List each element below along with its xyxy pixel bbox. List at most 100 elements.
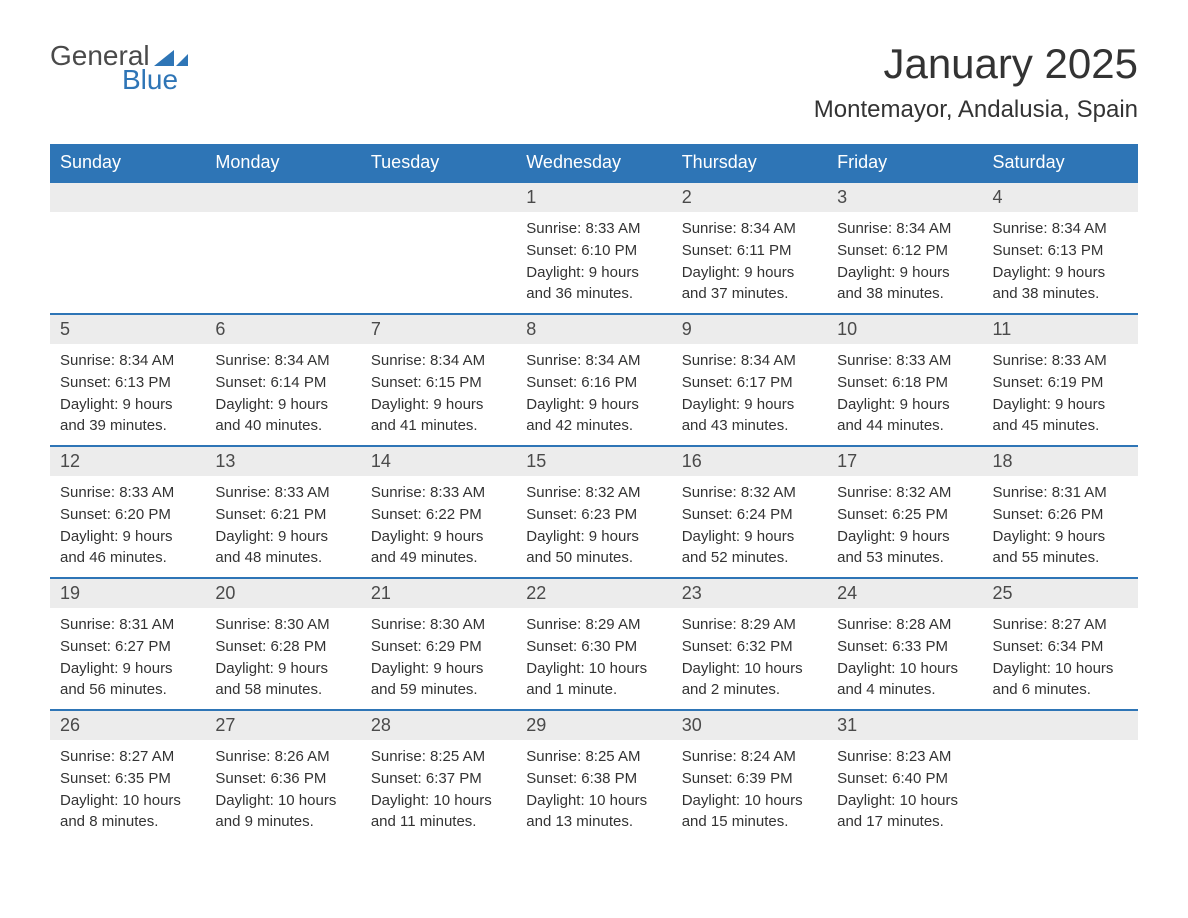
sunset-text: Sunset: 6:32 PM xyxy=(682,636,817,658)
sunrise-text: Sunrise: 8:33 AM xyxy=(837,350,972,372)
day-content: Sunrise: 8:33 AMSunset: 6:10 PMDaylight:… xyxy=(516,212,671,311)
daylight-text: Daylight: 9 hours and 59 minutes. xyxy=(371,658,506,702)
sunset-text: Sunset: 6:27 PM xyxy=(60,636,195,658)
daylight-text: Daylight: 10 hours and 6 minutes. xyxy=(993,658,1128,702)
sunset-text: Sunset: 6:40 PM xyxy=(837,768,972,790)
sunset-text: Sunset: 6:24 PM xyxy=(682,504,817,526)
daylight-text: Daylight: 10 hours and 4 minutes. xyxy=(837,658,972,702)
week-row: 12Sunrise: 8:33 AMSunset: 6:20 PMDayligh… xyxy=(50,445,1138,577)
sunset-text: Sunset: 6:10 PM xyxy=(526,240,661,262)
day-number: 13 xyxy=(205,447,360,476)
day-cell: 11Sunrise: 8:33 AMSunset: 6:19 PMDayligh… xyxy=(983,315,1138,445)
sunrise-text: Sunrise: 8:32 AM xyxy=(526,482,661,504)
sunrise-text: Sunrise: 8:34 AM xyxy=(682,350,817,372)
day-number: 7 xyxy=(361,315,516,344)
day-content: Sunrise: 8:33 AMSunset: 6:20 PMDaylight:… xyxy=(50,476,205,575)
day-number: 21 xyxy=(361,579,516,608)
day-content: Sunrise: 8:34 AMSunset: 6:16 PMDaylight:… xyxy=(516,344,671,443)
daylight-text: Daylight: 9 hours and 44 minutes. xyxy=(837,394,972,438)
sunset-text: Sunset: 6:13 PM xyxy=(993,240,1128,262)
sunset-text: Sunset: 6:22 PM xyxy=(371,504,506,526)
sunset-text: Sunset: 6:37 PM xyxy=(371,768,506,790)
day-cell: 17Sunrise: 8:32 AMSunset: 6:25 PMDayligh… xyxy=(827,447,982,577)
day-number: 28 xyxy=(361,711,516,740)
sunrise-text: Sunrise: 8:33 AM xyxy=(371,482,506,504)
daylight-text: Daylight: 10 hours and 2 minutes. xyxy=(682,658,817,702)
daylight-text: Daylight: 9 hours and 38 minutes. xyxy=(837,262,972,306)
sunset-text: Sunset: 6:23 PM xyxy=(526,504,661,526)
day-cell xyxy=(205,183,360,313)
day-number: 15 xyxy=(516,447,671,476)
header: General Blue January 2025 Montemayor, An… xyxy=(50,40,1138,124)
day-number: 11 xyxy=(983,315,1138,344)
sunset-text: Sunset: 6:34 PM xyxy=(993,636,1128,658)
weekday-friday: Friday xyxy=(827,144,982,181)
day-number: 17 xyxy=(827,447,982,476)
day-content: Sunrise: 8:33 AMSunset: 6:22 PMDaylight:… xyxy=(361,476,516,575)
day-content: Sunrise: 8:25 AMSunset: 6:38 PMDaylight:… xyxy=(516,740,671,839)
day-cell: 27Sunrise: 8:26 AMSunset: 6:36 PMDayligh… xyxy=(205,711,360,841)
sunrise-text: Sunrise: 8:27 AM xyxy=(993,614,1128,636)
sunrise-text: Sunrise: 8:30 AM xyxy=(371,614,506,636)
sunrise-text: Sunrise: 8:33 AM xyxy=(993,350,1128,372)
sunrise-text: Sunrise: 8:33 AM xyxy=(526,218,661,240)
day-number: 16 xyxy=(672,447,827,476)
day-number: 2 xyxy=(672,183,827,212)
day-content: Sunrise: 8:32 AMSunset: 6:25 PMDaylight:… xyxy=(827,476,982,575)
day-number: 24 xyxy=(827,579,982,608)
empty-day-number xyxy=(205,183,360,212)
sunset-text: Sunset: 6:21 PM xyxy=(215,504,350,526)
day-cell: 6Sunrise: 8:34 AMSunset: 6:14 PMDaylight… xyxy=(205,315,360,445)
sunrise-text: Sunrise: 8:25 AM xyxy=(371,746,506,768)
day-cell: 19Sunrise: 8:31 AMSunset: 6:27 PMDayligh… xyxy=(50,579,205,709)
weekday-header: Sunday Monday Tuesday Wednesday Thursday… xyxy=(50,144,1138,181)
day-content: Sunrise: 8:24 AMSunset: 6:39 PMDaylight:… xyxy=(672,740,827,839)
day-content: Sunrise: 8:27 AMSunset: 6:35 PMDaylight:… xyxy=(50,740,205,839)
sunset-text: Sunset: 6:33 PM xyxy=(837,636,972,658)
day-cell: 29Sunrise: 8:25 AMSunset: 6:38 PMDayligh… xyxy=(516,711,671,841)
sunset-text: Sunset: 6:29 PM xyxy=(371,636,506,658)
day-content: Sunrise: 8:31 AMSunset: 6:26 PMDaylight:… xyxy=(983,476,1138,575)
day-content: Sunrise: 8:30 AMSunset: 6:29 PMDaylight:… xyxy=(361,608,516,707)
day-number: 26 xyxy=(50,711,205,740)
day-content: Sunrise: 8:34 AMSunset: 6:12 PMDaylight:… xyxy=(827,212,982,311)
day-number: 14 xyxy=(361,447,516,476)
day-number: 31 xyxy=(827,711,982,740)
day-content: Sunrise: 8:28 AMSunset: 6:33 PMDaylight:… xyxy=(827,608,982,707)
daylight-text: Daylight: 10 hours and 17 minutes. xyxy=(837,790,972,834)
day-cell: 18Sunrise: 8:31 AMSunset: 6:26 PMDayligh… xyxy=(983,447,1138,577)
day-cell xyxy=(983,711,1138,841)
sunset-text: Sunset: 6:30 PM xyxy=(526,636,661,658)
daylight-text: Daylight: 9 hours and 50 minutes. xyxy=(526,526,661,570)
sunrise-text: Sunrise: 8:31 AM xyxy=(60,614,195,636)
day-content: Sunrise: 8:33 AMSunset: 6:19 PMDaylight:… xyxy=(983,344,1138,443)
daylight-text: Daylight: 9 hours and 38 minutes. xyxy=(993,262,1128,306)
day-number: 8 xyxy=(516,315,671,344)
day-cell: 15Sunrise: 8:32 AMSunset: 6:23 PMDayligh… xyxy=(516,447,671,577)
weekday-tuesday: Tuesday xyxy=(361,144,516,181)
sunrise-text: Sunrise: 8:24 AM xyxy=(682,746,817,768)
month-title: January 2025 xyxy=(814,40,1138,88)
sunset-text: Sunset: 6:12 PM xyxy=(837,240,972,262)
weekday-sunday: Sunday xyxy=(50,144,205,181)
day-cell: 24Sunrise: 8:28 AMSunset: 6:33 PMDayligh… xyxy=(827,579,982,709)
sunrise-text: Sunrise: 8:29 AM xyxy=(526,614,661,636)
daylight-text: Daylight: 9 hours and 42 minutes. xyxy=(526,394,661,438)
daylight-text: Daylight: 9 hours and 41 minutes. xyxy=(371,394,506,438)
calendar: Sunday Monday Tuesday Wednesday Thursday… xyxy=(50,144,1138,841)
sunrise-text: Sunrise: 8:34 AM xyxy=(526,350,661,372)
daylight-text: Daylight: 9 hours and 55 minutes. xyxy=(993,526,1128,570)
sunset-text: Sunset: 6:20 PM xyxy=(60,504,195,526)
sunrise-text: Sunrise: 8:23 AM xyxy=(837,746,972,768)
sunset-text: Sunset: 6:17 PM xyxy=(682,372,817,394)
day-cell: 25Sunrise: 8:27 AMSunset: 6:34 PMDayligh… xyxy=(983,579,1138,709)
day-content: Sunrise: 8:31 AMSunset: 6:27 PMDaylight:… xyxy=(50,608,205,707)
logo: General Blue xyxy=(50,40,188,96)
day-content: Sunrise: 8:32 AMSunset: 6:23 PMDaylight:… xyxy=(516,476,671,575)
day-content: Sunrise: 8:33 AMSunset: 6:21 PMDaylight:… xyxy=(205,476,360,575)
daylight-text: Daylight: 9 hours and 36 minutes. xyxy=(526,262,661,306)
sunrise-text: Sunrise: 8:33 AM xyxy=(215,482,350,504)
day-content: Sunrise: 8:33 AMSunset: 6:18 PMDaylight:… xyxy=(827,344,982,443)
day-cell: 26Sunrise: 8:27 AMSunset: 6:35 PMDayligh… xyxy=(50,711,205,841)
sunrise-text: Sunrise: 8:32 AM xyxy=(682,482,817,504)
